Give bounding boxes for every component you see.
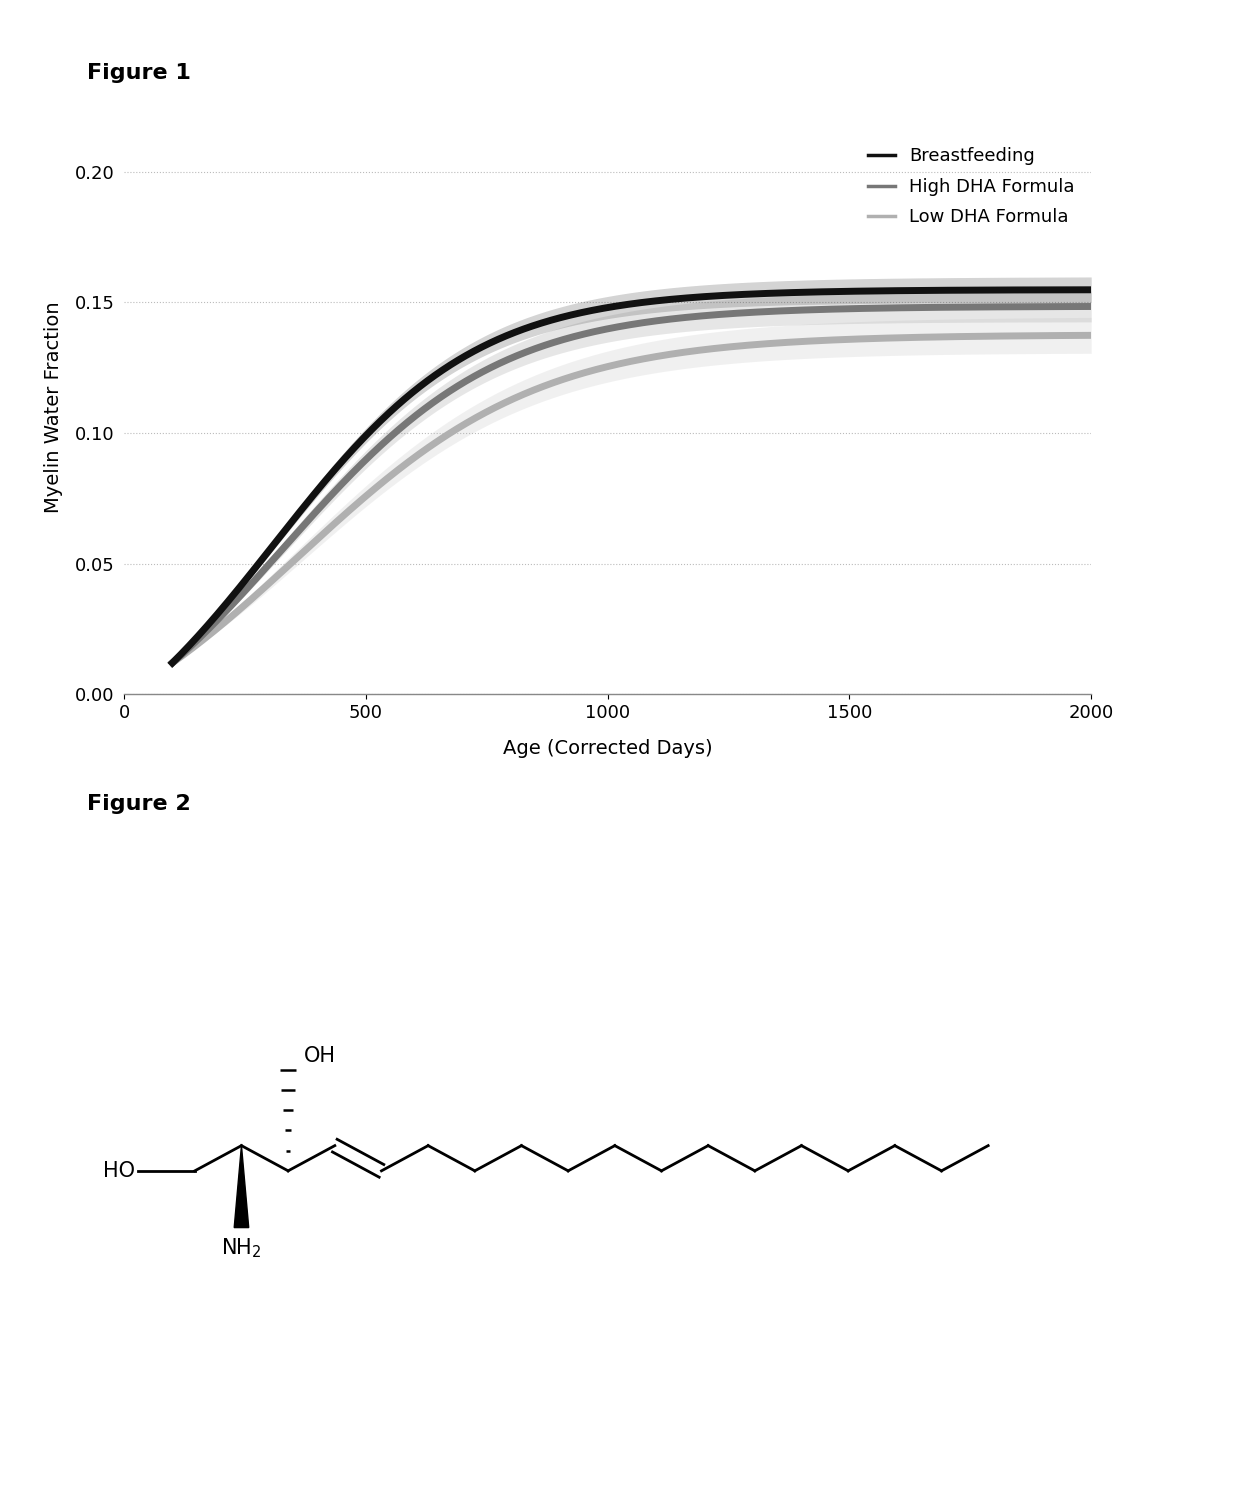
Text: Figure 1: Figure 1: [87, 63, 191, 82]
Text: Figure 2: Figure 2: [87, 794, 191, 814]
Y-axis label: Myelin Water Fraction: Myelin Water Fraction: [45, 302, 63, 512]
Text: OH: OH: [304, 1047, 336, 1066]
X-axis label: Age (Corrected Days): Age (Corrected Days): [502, 739, 713, 757]
Text: NH$_2$: NH$_2$: [221, 1236, 262, 1260]
Polygon shape: [234, 1145, 249, 1227]
Text: HO: HO: [103, 1162, 135, 1181]
Legend: Breastfeeding, High DHA Formula, Low DHA Formula: Breastfeeding, High DHA Formula, Low DHA…: [861, 140, 1083, 234]
